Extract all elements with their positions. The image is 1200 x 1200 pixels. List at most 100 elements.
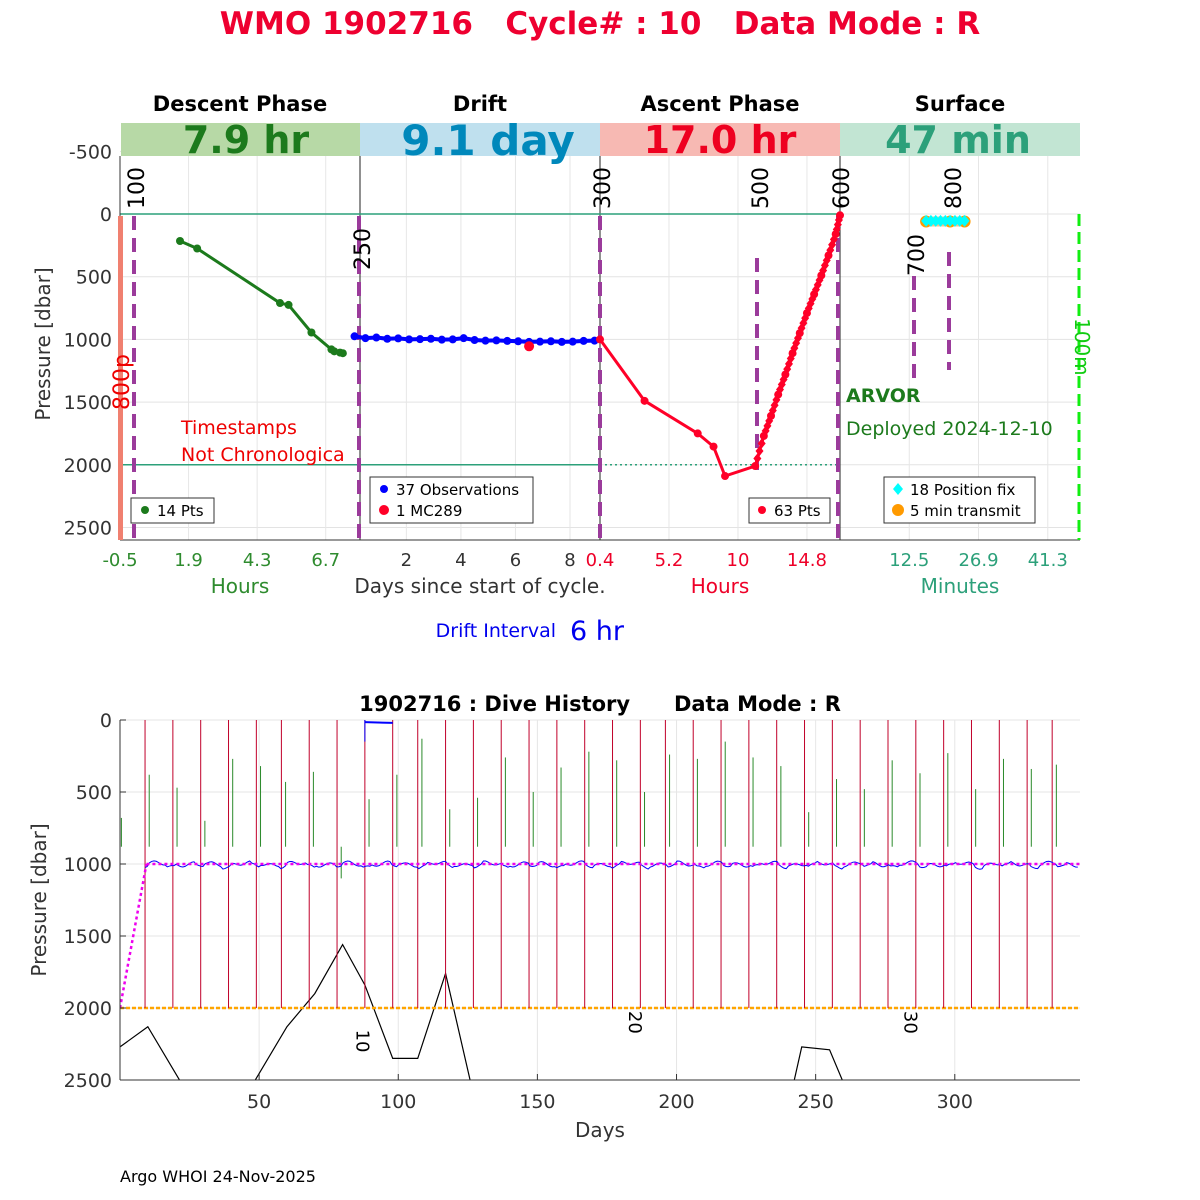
banner-ascent [600, 123, 840, 156]
cycle-xtick-label: 4 [455, 550, 466, 571]
drift-point [492, 336, 501, 345]
cycle-xtick-label: 2 [401, 550, 412, 571]
drift-point [459, 334, 468, 343]
marker-label-800: 800 [942, 167, 967, 209]
drift-point [579, 336, 588, 345]
drift-point [394, 334, 403, 343]
ascent-point [640, 396, 649, 405]
dive-title: 1902716 : Dive History Data Mode : R [359, 692, 841, 716]
dive-black-line [120, 943, 843, 1080]
dive-axes: 50 100 150 200 250 300 0 500 1000 1500 2000 2500 [64, 710, 1080, 1113]
dive-series: 10 20 30 [120, 720, 1080, 1080]
marker-label-300: 300 [591, 167, 616, 209]
drift-point [383, 334, 392, 343]
ascent-point [834, 214, 843, 225]
timestamps-note-line1: Timestamps [180, 417, 297, 439]
drift-point [514, 337, 523, 346]
page-title: WMO 1902716 Cycle# : 10 Data Mode : R [220, 6, 981, 42]
cycle-xtick-label: 4.3 [243, 550, 272, 571]
marker-label-700: 700 [905, 234, 930, 276]
banner-descent [121, 123, 360, 156]
legend-descent-marker [141, 506, 149, 514]
drift-mc289-point [524, 341, 535, 352]
ascent-point [596, 335, 604, 344]
marker-label-250: 250 [351, 228, 376, 270]
cycle-xtick-label: 41.3 [1028, 550, 1068, 571]
legend-mc289-label: 1 MC289 [396, 502, 462, 520]
dive-xlabel: Days [575, 1118, 625, 1142]
dive-cycle-label: 20 [624, 1011, 645, 1034]
dive-cycle-label: 30 [900, 1011, 921, 1034]
dive-xtick-label: 200 [658, 1091, 694, 1113]
banner-drift [360, 123, 600, 156]
legend-descent: 14 Pts [130, 497, 215, 524]
drift-point [448, 335, 457, 344]
drift-point [405, 335, 414, 344]
cycle-xtick-label: 8 [564, 550, 575, 571]
ascent-line [598, 214, 842, 478]
legend-ascent: 63 Pts [748, 497, 831, 524]
marker-label-500: 500 [749, 167, 774, 209]
dive-first-descent [120, 863, 148, 1009]
ascent-point [829, 234, 838, 245]
cycle-ytick-label: 0 [100, 204, 112, 226]
xlabel-descent: Hours [211, 574, 270, 598]
float-type: ARVOR [846, 385, 921, 407]
legend-descent-label: 14 Pts [157, 502, 204, 520]
descent-point [307, 328, 316, 337]
ascent-point [709, 442, 718, 451]
drift-point [503, 336, 512, 345]
drift-interval-value: 6 hr [570, 616, 625, 647]
drift-point [416, 335, 424, 344]
dive-ytick-label: 500 [76, 782, 112, 804]
cycle-xtick-label: -0.5 [102, 550, 137, 571]
dive-xtick-label: 250 [798, 1091, 834, 1113]
ascent-point [801, 313, 810, 324]
legend-transmit-marker [892, 504, 904, 516]
cycle-ytick-label: 2000 [64, 455, 112, 477]
ascent-point [793, 333, 802, 344]
dive-ytick-label: 1500 [64, 926, 112, 948]
marker-label-600: 600 [830, 167, 855, 209]
cycle-left-bar [118, 216, 123, 540]
ascent-point [772, 394, 781, 405]
drift-point [361, 334, 370, 343]
cycle-xtick-label: 5.2 [655, 550, 684, 571]
ascent-point [751, 462, 760, 471]
cycle-xtick-label: 14.8 [787, 550, 827, 571]
duration-ascent: 17.0 hr [644, 118, 797, 162]
duration-descent: 7.9 hr [183, 118, 310, 162]
drift-point [481, 336, 490, 345]
drift-point [568, 337, 577, 346]
descent-point [193, 244, 202, 253]
dive-ytick-label: 2000 [64, 998, 112, 1020]
cycle-xtick-label: 12.5 [889, 550, 929, 571]
banner-surface [840, 123, 1080, 156]
duration-surface: 47 min [885, 118, 1031, 162]
cycle-ytick-label: -500 [69, 141, 112, 163]
dive-history-chart: 1902716 : Dive History Data Mode : R 10 2… [27, 692, 1080, 1142]
dive-surface-segment [364, 721, 393, 724]
legend-ascent-label: 63 Pts [774, 502, 821, 520]
dive-xtick-label: 100 [380, 1091, 416, 1113]
ascent-point [786, 353, 795, 364]
dive-ylabel: Pressure [dbar] [27, 823, 51, 976]
legend-drift: 37 Observations 1 MC289 [369, 476, 534, 524]
drift-interval-label: Drift Interval [436, 620, 556, 642]
legend-transmit-label: 5 min transmit [910, 502, 1021, 520]
drift-point [557, 337, 566, 346]
deployed-date: Deployed 2024-12-10 [846, 418, 1053, 440]
drift-point [426, 334, 435, 343]
legend-surface: 18 Position fix 5 min transmit [883, 476, 1036, 524]
footer-credit: Argo WHOI 24-Nov-2025 [120, 1167, 316, 1186]
dive-ytick-label: 1000 [64, 854, 112, 876]
cycle-xtick-label: 0.4 [586, 550, 615, 571]
duration-drift: 9.1 day [401, 116, 575, 165]
drift-point [470, 336, 479, 345]
legend-drift-label: 37 Observations [396, 481, 519, 499]
dive-clipped: 10 20 30 [120, 720, 1080, 1080]
drift-point [372, 333, 381, 342]
cycle-xtick-label: 10 [727, 550, 750, 571]
ascent-point [765, 415, 774, 426]
dive-drift-line [144, 860, 1078, 870]
